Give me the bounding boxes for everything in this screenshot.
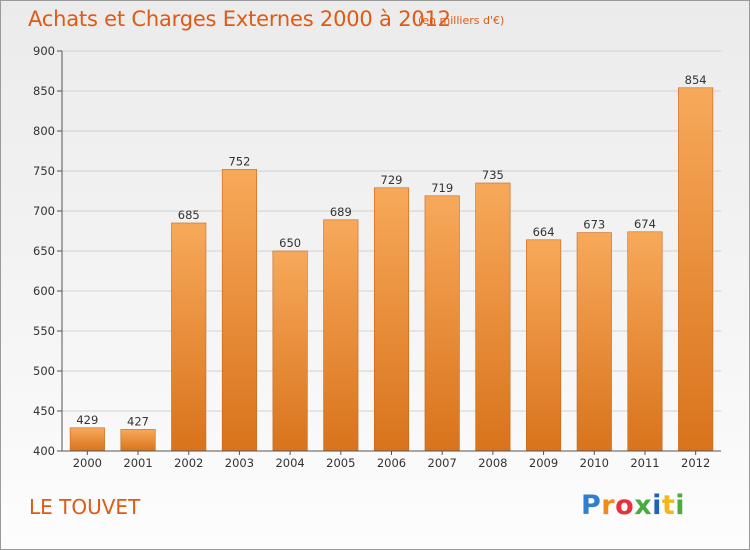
bar bbox=[171, 222, 207, 452]
bar-value-label: 729 bbox=[381, 173, 403, 187]
bar-value-label: 427 bbox=[127, 414, 149, 428]
bar-value-label: 689 bbox=[330, 205, 352, 219]
bar bbox=[272, 250, 308, 452]
x-tick-label: 2012 bbox=[681, 456, 710, 470]
axes bbox=[57, 50, 721, 455]
bar-value-label: 664 bbox=[533, 225, 555, 239]
x-tick-label: 2003 bbox=[225, 456, 254, 470]
x-tick-label: 2009 bbox=[529, 456, 558, 470]
logo-letter: P bbox=[581, 490, 602, 521]
x-tick-label: 2001 bbox=[123, 456, 152, 470]
bar-value-label: 674 bbox=[634, 217, 656, 231]
chart-title: Achats et Charges Externes 2000 à 2012 bbox=[28, 7, 451, 31]
chart-subtitle: (en milliers d'€) bbox=[418, 14, 505, 27]
bar-value-label: 854 bbox=[685, 73, 707, 87]
y-tick-label: 650 bbox=[33, 244, 55, 258]
y-tick-label: 700 bbox=[33, 204, 55, 218]
logo-letter: x bbox=[634, 490, 653, 521]
bar bbox=[373, 187, 410, 452]
y-tick-label: 800 bbox=[33, 124, 55, 138]
y-tick-label: 850 bbox=[33, 84, 55, 98]
logo-letter: o bbox=[615, 490, 635, 521]
y-tick-label: 550 bbox=[33, 324, 55, 338]
proxiti-logo[interactable]: Proxiti bbox=[581, 490, 685, 521]
x-tick-label: 2010 bbox=[580, 456, 609, 470]
logo-letter: r bbox=[601, 490, 616, 521]
bar bbox=[526, 239, 562, 452]
bar bbox=[323, 219, 359, 452]
bar-value-label: 719 bbox=[431, 181, 453, 195]
bar bbox=[221, 169, 257, 452]
bars bbox=[69, 87, 714, 452]
x-tick-label: 2008 bbox=[478, 456, 507, 470]
bar bbox=[424, 195, 460, 452]
x-tick-label: 2007 bbox=[428, 456, 457, 470]
x-tick-label: 2002 bbox=[174, 456, 203, 470]
bar bbox=[678, 87, 714, 452]
logo-letter: i bbox=[652, 490, 662, 521]
bar bbox=[576, 232, 612, 452]
bar bbox=[120, 429, 156, 452]
bar-value-label: 650 bbox=[279, 236, 301, 250]
x-tick-label: 2011 bbox=[630, 456, 659, 470]
y-tick-label: 900 bbox=[33, 44, 55, 58]
bar-value-label: 752 bbox=[228, 154, 250, 168]
x-tick-label: 2006 bbox=[377, 456, 406, 470]
location-label: LE TOUVET bbox=[29, 495, 141, 519]
bar-value-label: 673 bbox=[583, 218, 605, 232]
bar bbox=[69, 427, 105, 452]
bar-value-label: 429 bbox=[76, 413, 98, 427]
bar bbox=[627, 231, 663, 452]
bar bbox=[475, 182, 511, 452]
x-tick-label: 2000 bbox=[73, 456, 102, 470]
y-tick-label: 500 bbox=[33, 364, 55, 378]
x-tick-label: 2004 bbox=[275, 456, 304, 470]
labels: 400 450 500 550 600 650 700 750 800 850 900 429 2000… bbox=[33, 44, 710, 470]
y-tick-label: 400 bbox=[33, 444, 55, 458]
y-tick-label: 450 bbox=[33, 404, 55, 418]
y-tick-label: 600 bbox=[33, 284, 55, 298]
logo-letter: i bbox=[675, 490, 686, 521]
logo-letter: t bbox=[661, 490, 676, 521]
bar-value-label: 735 bbox=[482, 168, 504, 182]
y-tick-label: 750 bbox=[33, 164, 55, 178]
bar-value-label: 685 bbox=[178, 208, 200, 222]
x-tick-label: 2005 bbox=[326, 456, 355, 470]
